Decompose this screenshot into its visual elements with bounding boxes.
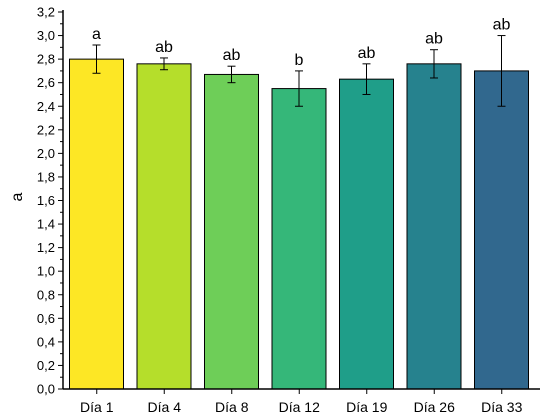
significance-labels-group: a ab ab b ab ab ab [92,17,510,69]
y-tick-label: 2,0 [37,146,55,161]
bar [474,70,529,390]
y-tick-label: 0,8 [37,287,55,302]
bar [406,63,462,390]
y-tick-label: 1,6 [37,193,55,208]
bar [339,78,394,390]
x-tick-label: Día 1 [80,399,114,415]
y-axis: 0,0 0,2 0,4 0,6 0,8 1,0 1,2 1,4 1,6 1,8 2,0 2,2 2,4 2… [37,5,64,397]
x-tick-label: Día 26 [414,399,455,415]
y-tick-label: 0,4 [37,334,55,349]
significance-label: ab [358,45,376,62]
y-tick-label: 0,0 [37,382,55,397]
y-tick-label: 2,8 [37,52,55,67]
x-tick-label: Día 19 [346,399,387,415]
bar [204,73,259,390]
x-tick-label: Día 4 [148,399,182,415]
bar [271,88,327,390]
significance-label: ab [493,17,511,34]
significance-label: ab [223,47,241,64]
y-axis-title: a [9,192,26,201]
error-bars-group [92,35,506,107]
significance-label: ab [155,39,173,56]
significance-label: a [92,26,101,43]
x-tick-label: Día 8 [215,399,249,415]
y-tick-label: 0,2 [37,358,55,373]
bars-group [69,58,529,390]
x-tick-label: Día 33 [481,399,522,415]
bar [136,63,192,390]
y-tick-label: 2,2 [37,122,55,137]
y-tick-label: 0,6 [37,311,55,326]
y-tick-label: 1,4 [37,217,55,232]
x-tick-label: Día 12 [279,399,320,415]
y-tick-label: 2,6 [37,75,55,90]
x-axis: Día 1 Día 4 Día 8 Día 12 Día 19 Día 26 Día 33 [63,388,540,415]
y-tick-label: 3,0 [37,28,55,43]
y-tick-label: 1,2 [37,240,55,255]
significance-label: b [295,52,304,69]
bar [69,58,124,390]
y-tick-label: 1,0 [37,264,55,279]
y-tick-label: 3,2 [37,5,55,20]
y-tick-label: 2,4 [37,99,55,114]
y-tick-label: 1,8 [37,169,55,184]
significance-label: ab [425,31,443,48]
